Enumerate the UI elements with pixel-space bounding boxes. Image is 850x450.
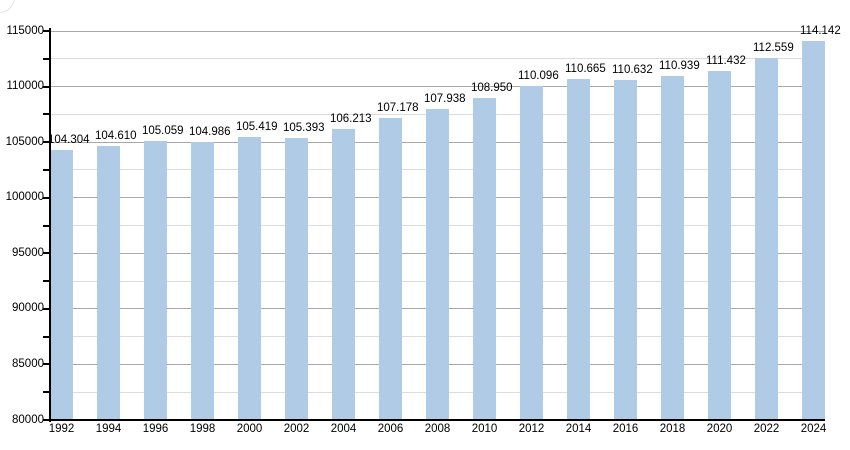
x-axis-label: 2014 bbox=[565, 423, 592, 435]
bar-2012 bbox=[520, 85, 543, 420]
x-axis-label: 1996 bbox=[142, 423, 169, 435]
gridline-minor bbox=[50, 58, 825, 60]
bar-value-label: 104.304 bbox=[48, 133, 90, 146]
x-axis-label: 2016 bbox=[612, 423, 639, 435]
x-axis-label: 2012 bbox=[518, 423, 545, 435]
bar-value-label: 110.939 bbox=[659, 60, 700, 73]
y-axis-tick bbox=[43, 307, 49, 310]
bar-2010 bbox=[473, 98, 496, 420]
bar-value-label: 105.059 bbox=[142, 125, 184, 138]
y-axis-label: 105000 bbox=[5, 135, 44, 148]
gridline-major bbox=[50, 30, 825, 32]
y-axis-label: 90000 bbox=[12, 302, 44, 315]
bar-2018 bbox=[661, 76, 684, 420]
x-axis-label: 2024 bbox=[800, 423, 827, 435]
x-axis-label: 2002 bbox=[283, 423, 310, 435]
y-axis-line bbox=[48, 28, 51, 422]
bar-value-label: 106.213 bbox=[330, 112, 372, 125]
x-axis-label: 2022 bbox=[753, 423, 780, 435]
x-axis-label: 2010 bbox=[471, 423, 498, 435]
bar-2006 bbox=[379, 117, 402, 420]
x-axis-label: 2006 bbox=[377, 423, 404, 435]
y-axis-tick bbox=[43, 57, 49, 60]
gridline-major bbox=[50, 86, 825, 88]
y-axis-tick bbox=[43, 113, 49, 116]
y-axis-tick bbox=[43, 252, 49, 255]
bar-2002 bbox=[285, 137, 308, 420]
x-axis-label: 1994 bbox=[95, 423, 122, 435]
x-axis-line bbox=[48, 419, 825, 421]
y-axis-tick bbox=[43, 391, 49, 394]
y-axis-label: 110000 bbox=[6, 80, 44, 93]
y-axis-tick bbox=[43, 168, 49, 171]
x-axis-label: 2020 bbox=[706, 423, 733, 435]
x-axis-label: 2018 bbox=[659, 423, 686, 435]
y-axis-tick bbox=[43, 224, 49, 227]
y-axis-label: 115000 bbox=[6, 24, 44, 37]
corner-artifact bbox=[0, 0, 15, 13]
bar-2022 bbox=[755, 58, 778, 420]
y-axis-tick bbox=[43, 335, 49, 338]
bar-value-label: 105.393 bbox=[283, 121, 325, 134]
bar-2000 bbox=[238, 137, 261, 420]
bar-2024 bbox=[802, 40, 825, 420]
bar-value-label: 108.950 bbox=[471, 82, 513, 95]
bar-1996 bbox=[144, 141, 167, 420]
bar-2008 bbox=[426, 109, 449, 420]
bar-value-label: 110.665 bbox=[565, 63, 606, 76]
bar-value-label: 110.632 bbox=[612, 63, 653, 76]
bar-1998 bbox=[191, 142, 214, 420]
bar-value-label: 107.178 bbox=[377, 101, 419, 114]
y-axis-label: 95000 bbox=[12, 246, 44, 259]
bar-value-label: 104.986 bbox=[189, 126, 231, 139]
y-axis-tick bbox=[43, 363, 49, 366]
bar-value-label: 107.938 bbox=[424, 93, 466, 106]
bar-2020 bbox=[708, 70, 731, 420]
bar-1992 bbox=[50, 149, 73, 420]
bar-2004 bbox=[332, 128, 355, 420]
bar-2016 bbox=[614, 79, 637, 420]
x-axis-label: 1992 bbox=[48, 423, 75, 435]
y-axis-tick bbox=[43, 419, 49, 421]
x-axis-label: 2004 bbox=[330, 423, 357, 435]
bar-1994 bbox=[97, 146, 120, 420]
y-axis-label: 80000 bbox=[12, 413, 44, 426]
y-axis-label: 85000 bbox=[12, 357, 44, 370]
y-axis-tick bbox=[43, 141, 49, 144]
x-axis-label: 2008 bbox=[424, 423, 451, 435]
bar-value-label: 105.419 bbox=[236, 121, 278, 134]
bar-2014 bbox=[567, 79, 590, 420]
x-axis-label: 2000 bbox=[236, 423, 263, 435]
y-axis-tick bbox=[43, 280, 49, 283]
bar-value-label: 104.610 bbox=[95, 130, 137, 143]
bar-value-label: 112.559 bbox=[753, 42, 794, 55]
x-axis-label: 1998 bbox=[189, 423, 216, 435]
bar-value-label: 111.432 bbox=[706, 54, 746, 67]
y-axis-tick bbox=[43, 30, 49, 32]
y-axis-tick bbox=[43, 196, 49, 199]
y-axis-tick bbox=[43, 85, 49, 88]
bar-value-label: 110.096 bbox=[518, 69, 559, 82]
y-axis-label: 100000 bbox=[5, 191, 44, 204]
bar-value-label: 114.142 bbox=[800, 24, 841, 37]
